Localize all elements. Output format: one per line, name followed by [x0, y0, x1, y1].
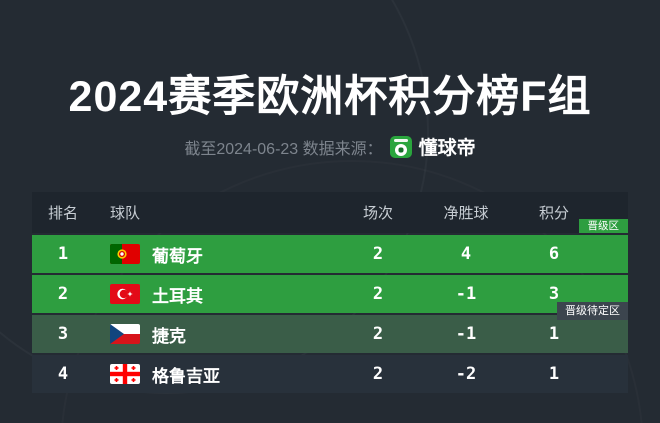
table-row: 2 土耳其 2 -1 3: [32, 275, 628, 313]
team-cell: 捷克: [94, 322, 334, 347]
team-name: 土耳其: [152, 286, 203, 306]
header-rank: 排名: [47, 205, 78, 222]
goal-diff-cell: -1: [455, 324, 477, 344]
portugal-flag-icon: [110, 244, 140, 264]
team-cell: 葡萄牙: [94, 242, 334, 267]
played-cell: 2: [372, 244, 384, 264]
points-cell: 3: [548, 284, 560, 304]
table-row: 4 格鲁吉亚 2 -2 1: [32, 355, 628, 393]
standings-table: 排名 球队 场次 净胜球 积分 晋级区 晋级待定区 1 葡萄牙 2 4: [32, 192, 628, 393]
czech-flag-icon: [110, 324, 140, 344]
header-points: 积分: [538, 205, 569, 222]
header-team: 球队: [110, 205, 141, 222]
goal-diff-cell: -1: [455, 284, 477, 304]
source-name: 懂球帝: [418, 138, 476, 159]
header-goal-diff: 净胜球: [443, 205, 489, 222]
team-cell: 格鲁吉亚: [94, 362, 334, 387]
georgia-flag-icon: [110, 364, 140, 384]
rank-cell: 3: [57, 324, 69, 344]
rank-cell: 2: [57, 284, 69, 304]
turkey-flag-icon: [110, 284, 140, 304]
points-cell: 6: [548, 244, 560, 264]
points-cell: 1: [548, 324, 560, 344]
page-title: 2024赛季欧洲杯积分榜F组: [68, 73, 592, 121]
soccer-ball-icon: [394, 143, 407, 156]
logo-wordmark-bar: [393, 138, 408, 142]
rank-cell: 1: [57, 244, 69, 264]
team-name: 葡萄牙: [152, 246, 203, 266]
table-row: 1 葡萄牙 2 4 6: [32, 235, 628, 273]
subtitle: 截至2024-06-23 数据来源： 懂球帝: [0, 133, 660, 160]
played-cell: 2: [372, 324, 384, 344]
points-cell: 1: [548, 364, 560, 384]
rank-cell: 4: [57, 364, 69, 384]
dongqiudi-logo-icon: [389, 135, 412, 158]
header-played: 场次: [362, 205, 393, 222]
promotion-zone-badge: 晋级区: [578, 219, 628, 233]
team-cell: 土耳其: [94, 282, 334, 307]
pending-zone-badge: 晋级待定区: [557, 302, 628, 320]
played-cell: 2: [372, 284, 384, 304]
goal-diff-cell: 4: [460, 244, 472, 264]
table-row: 3 捷克 2 -1 1: [32, 315, 628, 353]
played-cell: 2: [372, 364, 384, 384]
goal-diff-cell: -2: [455, 364, 477, 384]
table-header-row: 排名 球队 场次 净胜球 积分: [32, 192, 628, 233]
team-name: 格鲁吉亚: [152, 366, 220, 386]
team-name: 捷克: [152, 326, 186, 346]
as-of-text: 截至2024-06-23 数据来源：: [184, 140, 383, 158]
